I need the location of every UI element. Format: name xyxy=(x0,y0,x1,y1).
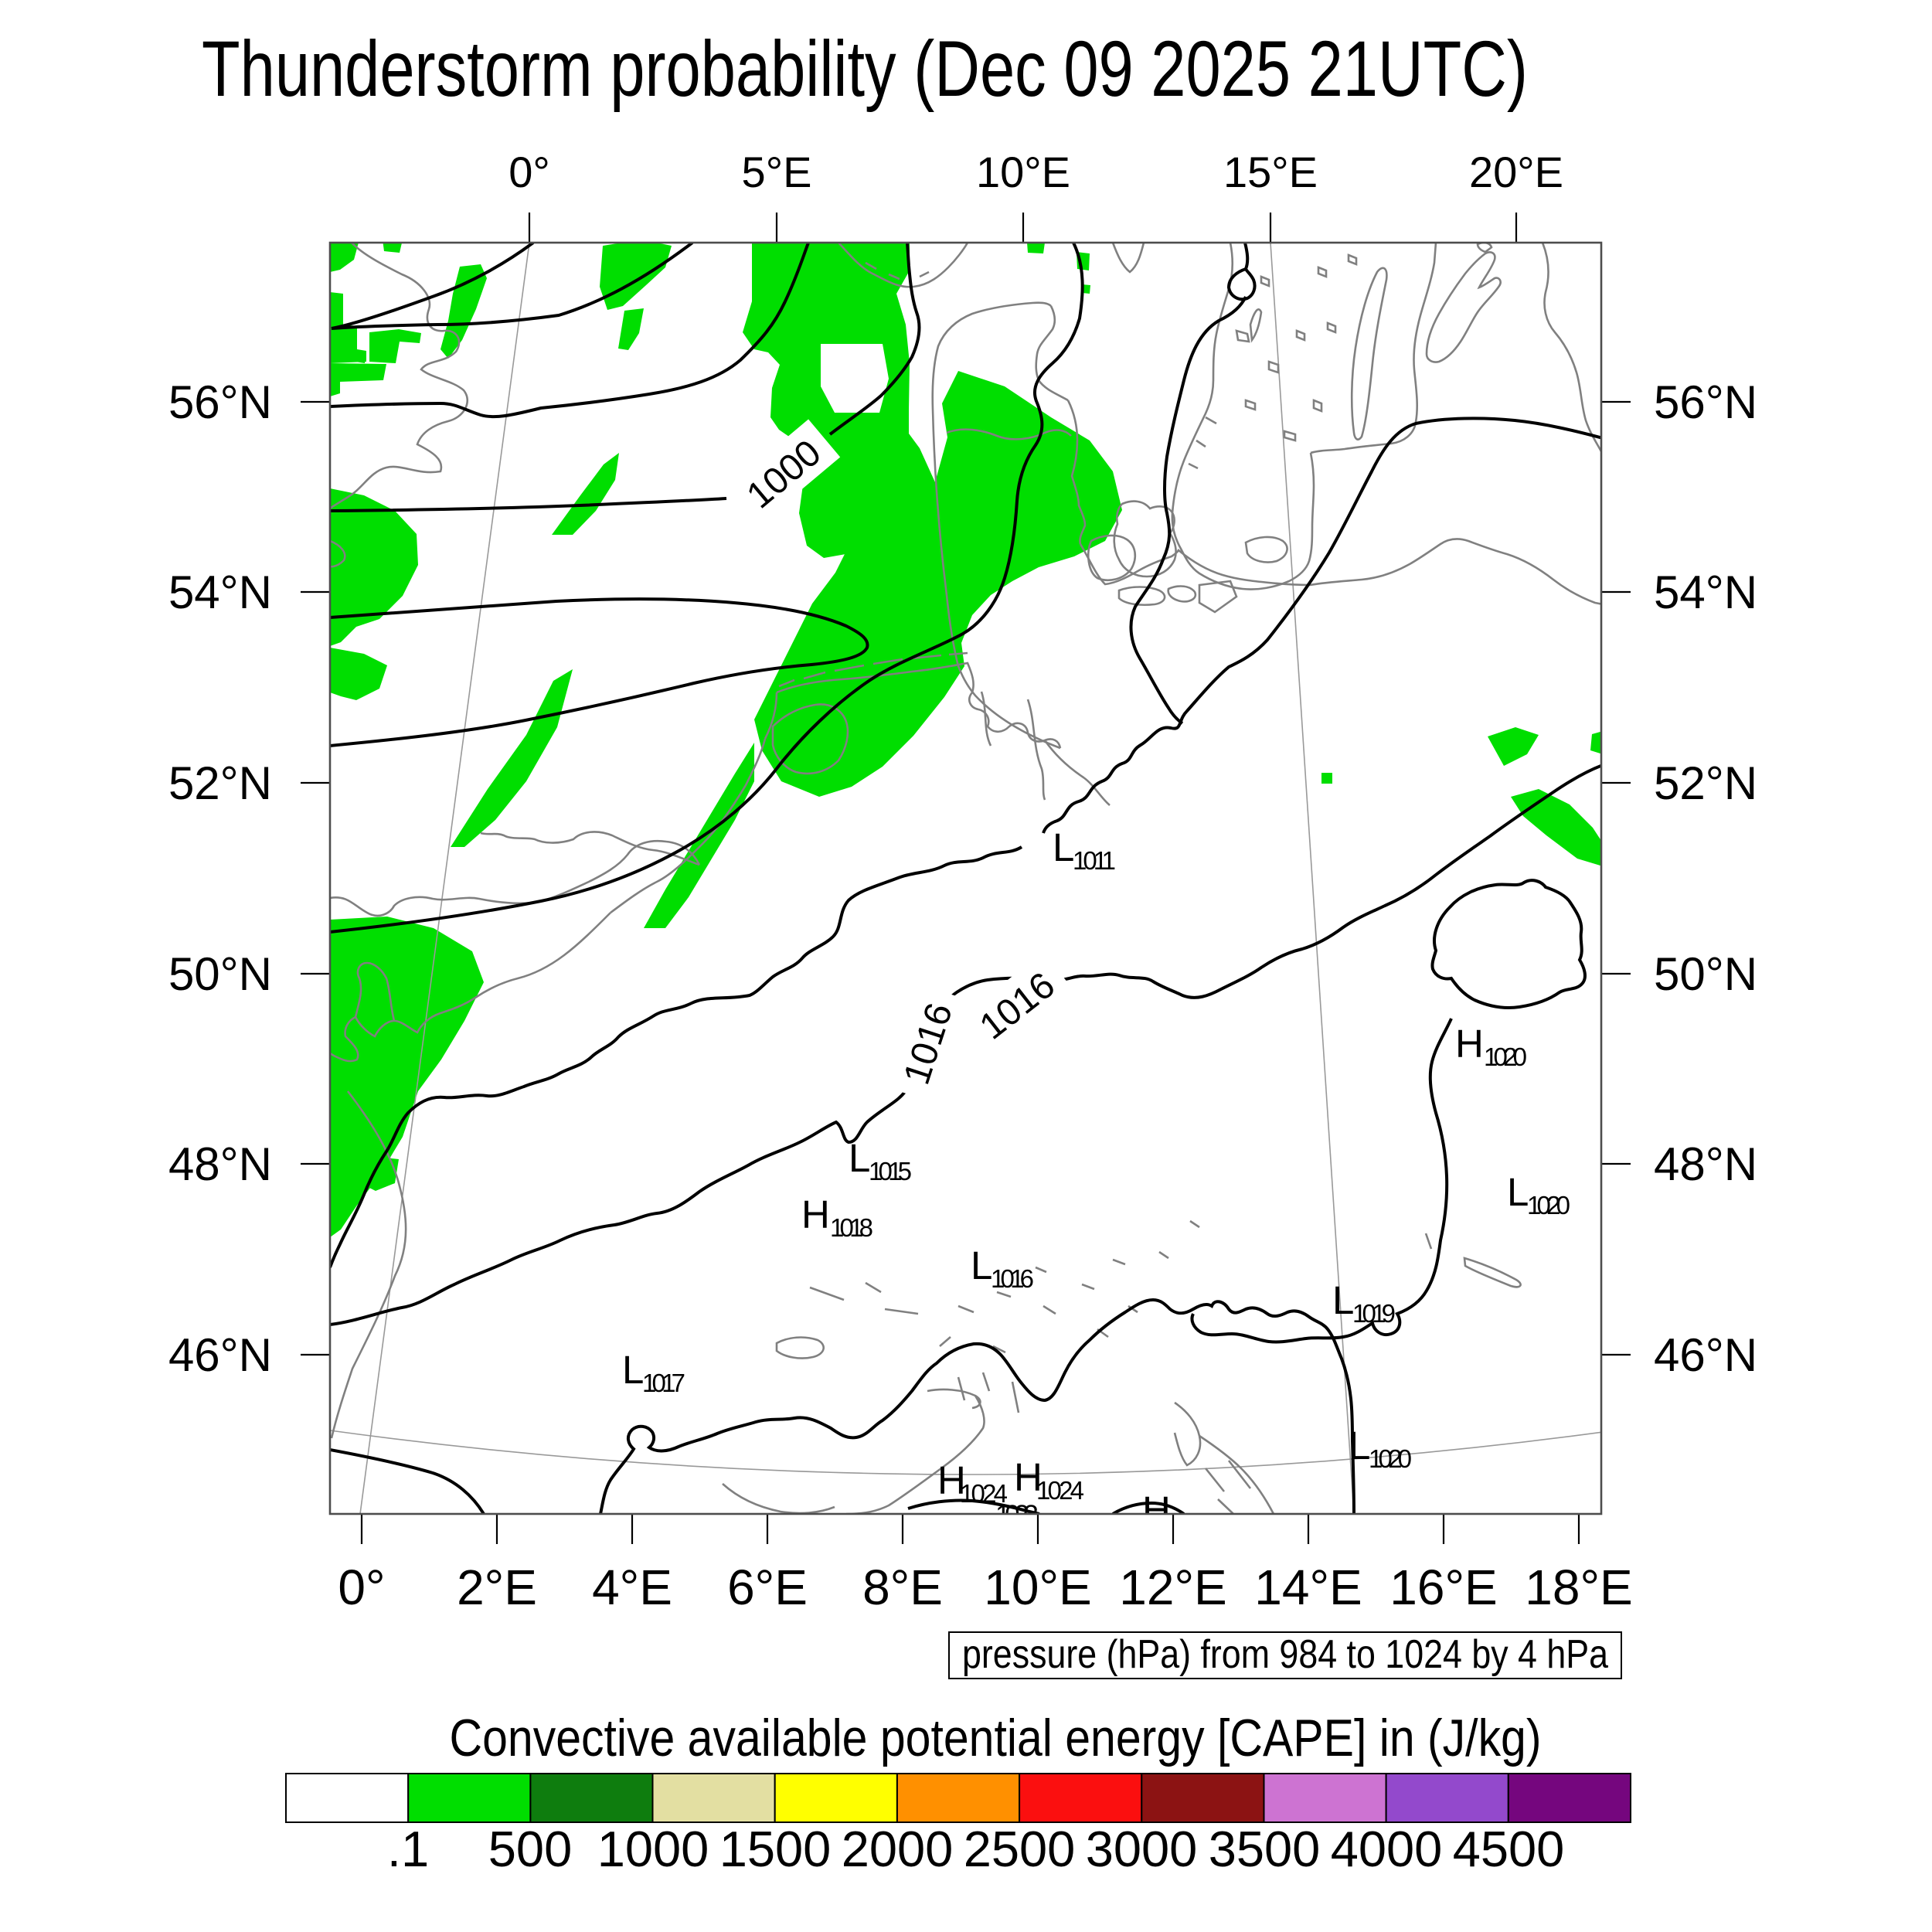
svg-text:500: 500 xyxy=(488,1821,572,1877)
svg-text:4500: 4500 xyxy=(1453,1821,1565,1877)
svg-text:5°E: 5°E xyxy=(742,148,812,196)
svg-text:2000: 2000 xyxy=(842,1821,954,1877)
svg-text:pressure (hPa) from 984 to 102: pressure (hPa) from 984 to 1024 by 4 hPa xyxy=(962,1632,1608,1677)
svg-text:1016: 1016 xyxy=(991,1264,1034,1293)
svg-text:10°E: 10°E xyxy=(976,148,1070,196)
svg-text:H: H xyxy=(937,1458,966,1502)
svg-text:Thunderstorm probability (Dec: Thunderstorm probability (Dec 09 2025 21… xyxy=(202,25,1528,113)
svg-text:56°N: 56°N xyxy=(1654,376,1757,428)
svg-text:H: H xyxy=(1142,1488,1171,1532)
svg-text:L: L xyxy=(849,1136,870,1180)
svg-text:52°N: 52°N xyxy=(1654,757,1757,809)
svg-text:1500: 1500 xyxy=(719,1821,832,1877)
svg-text:6°E: 6°E xyxy=(727,1560,808,1615)
svg-text:H: H xyxy=(801,1192,830,1236)
svg-text:50°N: 50°N xyxy=(1654,948,1757,1000)
svg-text:1020: 1020 xyxy=(1484,1043,1527,1071)
svg-text:1015: 1015 xyxy=(869,1157,912,1185)
svg-text:12°E: 12°E xyxy=(1119,1560,1226,1615)
svg-text:L: L xyxy=(1349,1423,1370,1468)
svg-text:Convective available potential: Convective available potential energy [C… xyxy=(450,1709,1542,1767)
svg-text:1020: 1020 xyxy=(1369,1444,1412,1473)
svg-text:L: L xyxy=(622,1348,644,1392)
svg-text:.1: .1 xyxy=(387,1821,429,1877)
svg-text:1024: 1024 xyxy=(1036,1476,1084,1505)
svg-text:1018: 1018 xyxy=(830,1213,873,1242)
svg-text:4000: 4000 xyxy=(1331,1821,1443,1877)
svg-text:L: L xyxy=(1332,1278,1354,1322)
svg-text:46°N: 46°N xyxy=(168,1329,272,1381)
svg-text:0°: 0° xyxy=(509,148,550,196)
svg-text:48°N: 48°N xyxy=(1654,1138,1757,1190)
svg-text:15°E: 15°E xyxy=(1223,148,1318,196)
svg-text:1023: 1023 xyxy=(995,1500,1039,1530)
svg-text:2°E: 2°E xyxy=(457,1560,537,1615)
svg-text:1020: 1020 xyxy=(1527,1191,1570,1219)
svg-text:2500: 2500 xyxy=(964,1821,1076,1877)
svg-text:56°N: 56°N xyxy=(168,376,272,428)
svg-text:46°N: 46°N xyxy=(1654,1329,1757,1381)
svg-text:48°N: 48°N xyxy=(168,1138,272,1190)
svg-text:H: H xyxy=(1455,1022,1484,1066)
svg-text:1019: 1019 xyxy=(1352,1299,1396,1328)
svg-text:1017: 1017 xyxy=(642,1369,685,1397)
svg-text:1024: 1024 xyxy=(960,1479,1008,1508)
svg-text:16°E: 16°E xyxy=(1389,1560,1497,1615)
svg-text:14°E: 14°E xyxy=(1254,1560,1362,1615)
svg-text:4°E: 4°E xyxy=(592,1560,672,1615)
svg-text:50°N: 50°N xyxy=(168,948,272,1000)
svg-text:54°N: 54°N xyxy=(168,566,272,618)
svg-text:10°E: 10°E xyxy=(984,1560,1091,1615)
svg-text:1011: 1011 xyxy=(1073,846,1116,875)
svg-text:L: L xyxy=(1507,1170,1529,1214)
svg-text:L: L xyxy=(1053,825,1074,869)
svg-text:54°N: 54°N xyxy=(1654,566,1757,618)
svg-text:0°: 0° xyxy=(338,1560,385,1615)
svg-text:1000: 1000 xyxy=(597,1821,709,1877)
svg-text:H: H xyxy=(1014,1455,1043,1499)
svg-text:8°E: 8°E xyxy=(862,1560,943,1615)
svg-text:20°E: 20°E xyxy=(1469,148,1563,196)
svg-text:52°N: 52°N xyxy=(168,757,272,809)
svg-text:L: L xyxy=(971,1243,992,1287)
svg-text:18°E: 18°E xyxy=(1525,1560,1632,1615)
svg-text:3000: 3000 xyxy=(1086,1821,1198,1877)
svg-text:3500: 3500 xyxy=(1209,1821,1321,1877)
